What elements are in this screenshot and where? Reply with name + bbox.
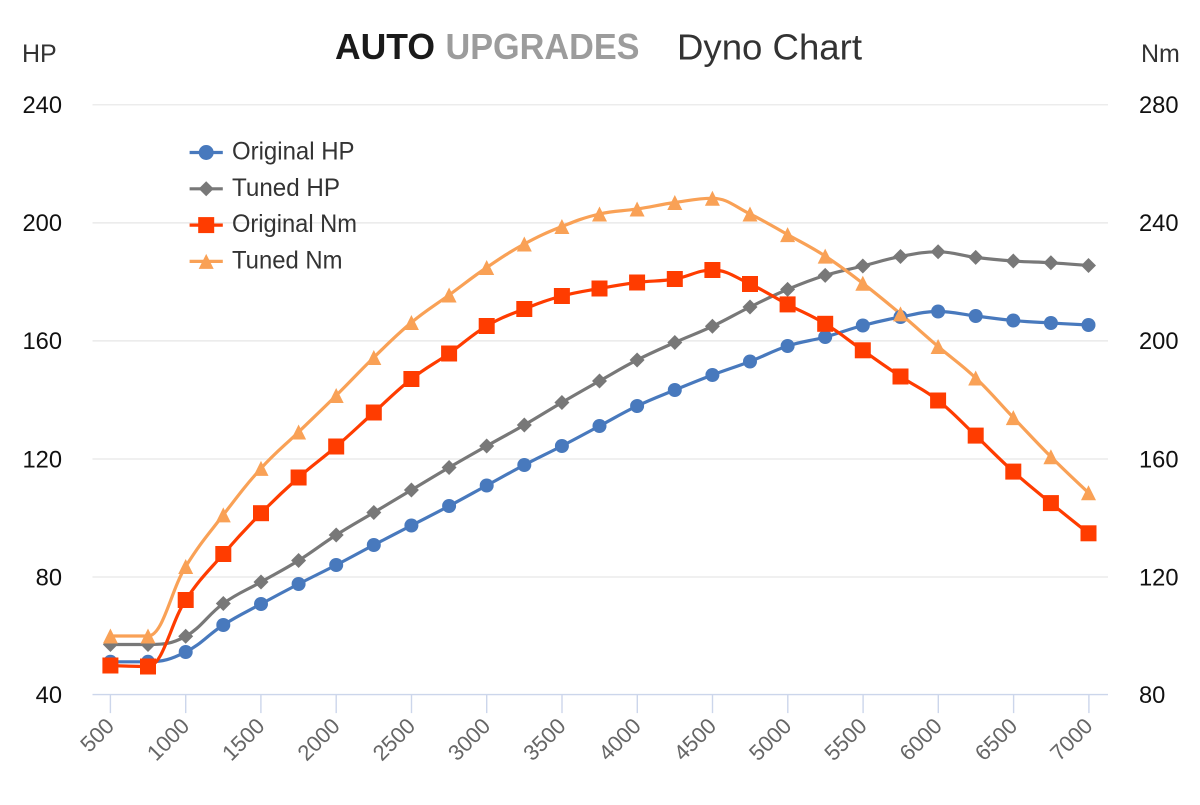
svg-text:Original Nm: Original Nm	[232, 210, 357, 238]
svg-text:80: 80	[1139, 683, 1165, 709]
svg-text:240: 240	[22, 93, 62, 119]
svg-text:240: 240	[1139, 211, 1179, 237]
svg-text:120: 120	[22, 447, 62, 473]
svg-text:Tuned HP: Tuned HP	[232, 174, 340, 202]
svg-text:Original HP: Original HP	[232, 138, 355, 166]
svg-text:160: 160	[1139, 447, 1179, 473]
svg-text:HP: HP	[22, 40, 57, 68]
svg-text:200: 200	[22, 211, 62, 237]
svg-text:80: 80	[36, 565, 62, 591]
svg-text:AUTO: AUTO	[335, 26, 435, 67]
svg-text:120: 120	[1139, 565, 1179, 591]
svg-text:280: 280	[1139, 93, 1179, 119]
svg-text:Dyno Chart: Dyno Chart	[677, 26, 862, 67]
svg-text:40: 40	[36, 683, 62, 709]
svg-text:200: 200	[1139, 329, 1179, 355]
svg-text:Nm: Nm	[1141, 40, 1180, 68]
svg-text:Tuned Nm: Tuned Nm	[232, 246, 343, 274]
svg-text:UPGRADES: UPGRADES	[446, 26, 640, 67]
svg-text:160: 160	[22, 329, 62, 355]
